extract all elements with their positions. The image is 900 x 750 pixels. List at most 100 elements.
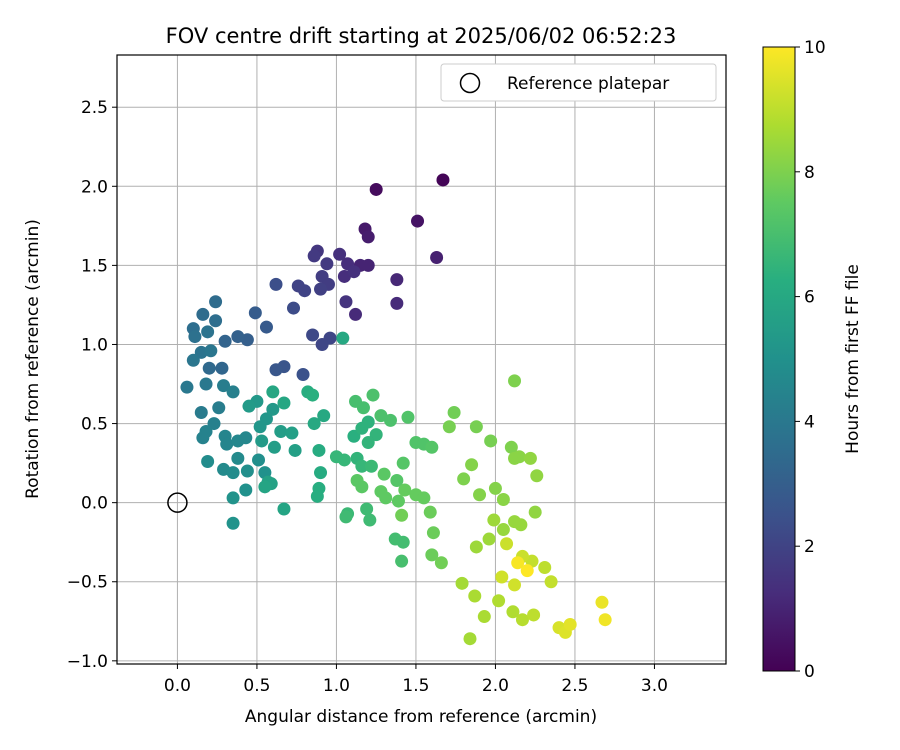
data-point [390, 474, 404, 488]
data-point [314, 466, 328, 480]
data-point [391, 494, 405, 508]
colorbar-tick-label: 0 [804, 662, 815, 682]
data-point [500, 537, 514, 551]
data-point [395, 508, 409, 522]
data-point [201, 455, 215, 469]
data-point [563, 617, 577, 631]
x-tick-label: 0.5 [243, 676, 270, 696]
data-point [231, 451, 245, 465]
data-point [186, 353, 200, 367]
data-point [492, 594, 506, 608]
data-point [204, 344, 218, 358]
data-point [508, 374, 522, 388]
x-tick-label: 2.5 [561, 676, 588, 696]
data-point [310, 489, 324, 503]
data-point [240, 464, 254, 478]
data-point [506, 605, 520, 619]
data-point [286, 301, 300, 315]
data-point [361, 415, 375, 429]
y-tick-label: 2.0 [81, 177, 108, 197]
data-point [285, 426, 299, 440]
data-point [401, 410, 415, 424]
data-point [269, 363, 283, 377]
data-point [417, 491, 431, 505]
data-point [430, 250, 444, 264]
legend: Reference platepar [440, 63, 717, 102]
data-point [188, 330, 202, 344]
data-point [425, 548, 439, 562]
data-point [423, 505, 437, 519]
x-tick-label: 3.0 [641, 676, 668, 696]
data-point [504, 440, 518, 454]
data-point [239, 431, 253, 445]
data-point [252, 453, 266, 467]
data-point [496, 523, 510, 537]
data-point [436, 173, 450, 187]
data-point [215, 361, 229, 375]
reference-marker [167, 492, 188, 513]
data-point [231, 330, 245, 344]
data-point [447, 405, 461, 419]
data-point [512, 450, 526, 464]
data-point [361, 436, 375, 450]
y-tick-label: −0.5 [67, 573, 108, 593]
data-point [396, 535, 410, 549]
y-tick-label: 1.5 [81, 256, 108, 276]
data-point [288, 443, 302, 457]
data-point [347, 429, 361, 443]
data-point [307, 249, 321, 263]
data-point [329, 450, 343, 464]
data-point [434, 556, 448, 570]
data-point [528, 505, 542, 519]
data-point [339, 510, 353, 524]
data-point [239, 483, 253, 497]
data-point [379, 491, 393, 505]
data-point [306, 328, 320, 342]
colorbar: 0 2 4 6 8 10 Hours from first FF file [762, 38, 863, 682]
data-point [209, 295, 223, 309]
data-point [296, 368, 310, 382]
x-axis-ticks: 0.0 0.5 1.0 1.5 2.0 2.5 3.0 [164, 664, 668, 696]
data-point [508, 578, 522, 592]
data-point [274, 424, 288, 438]
data-point [383, 413, 397, 427]
data-point [469, 540, 483, 554]
colorbar-label: Hours from first FF file [843, 264, 863, 454]
data-point [269, 277, 283, 291]
data-point [366, 388, 380, 402]
data-point [202, 361, 216, 375]
data-point [320, 257, 334, 271]
data-point [455, 576, 469, 590]
data-point [356, 401, 370, 415]
y-tick-label: 2.5 [81, 98, 108, 118]
plot-frame [116, 54, 727, 665]
x-tick-label: 0.0 [164, 676, 191, 696]
data-point [523, 451, 537, 465]
data-point [515, 613, 529, 627]
data-point [207, 417, 221, 431]
data-point [209, 314, 223, 328]
y-tick-label: 1.0 [81, 335, 108, 355]
data-point [520, 564, 534, 578]
data-point [220, 437, 234, 451]
data-point [314, 282, 328, 296]
legend-box [440, 63, 717, 102]
data-point [312, 443, 326, 457]
data-point [259, 320, 273, 334]
data-point [442, 420, 456, 434]
data-point [395, 554, 409, 568]
colorbar-tick-label: 8 [804, 163, 815, 183]
data-point [377, 467, 391, 481]
data-point [226, 516, 240, 530]
data-point [361, 230, 375, 244]
y-tick-label: 0.0 [81, 494, 108, 514]
y-tick-label: 0.5 [81, 415, 108, 435]
data-point [259, 412, 273, 426]
data-point [226, 466, 240, 480]
data-point [307, 417, 321, 431]
x-tick-label: 1.5 [402, 676, 429, 696]
data-point [291, 279, 305, 293]
data-point [255, 434, 269, 448]
colorbar-tick-label: 6 [804, 288, 815, 308]
colorbar-tick-label: 4 [804, 412, 815, 432]
